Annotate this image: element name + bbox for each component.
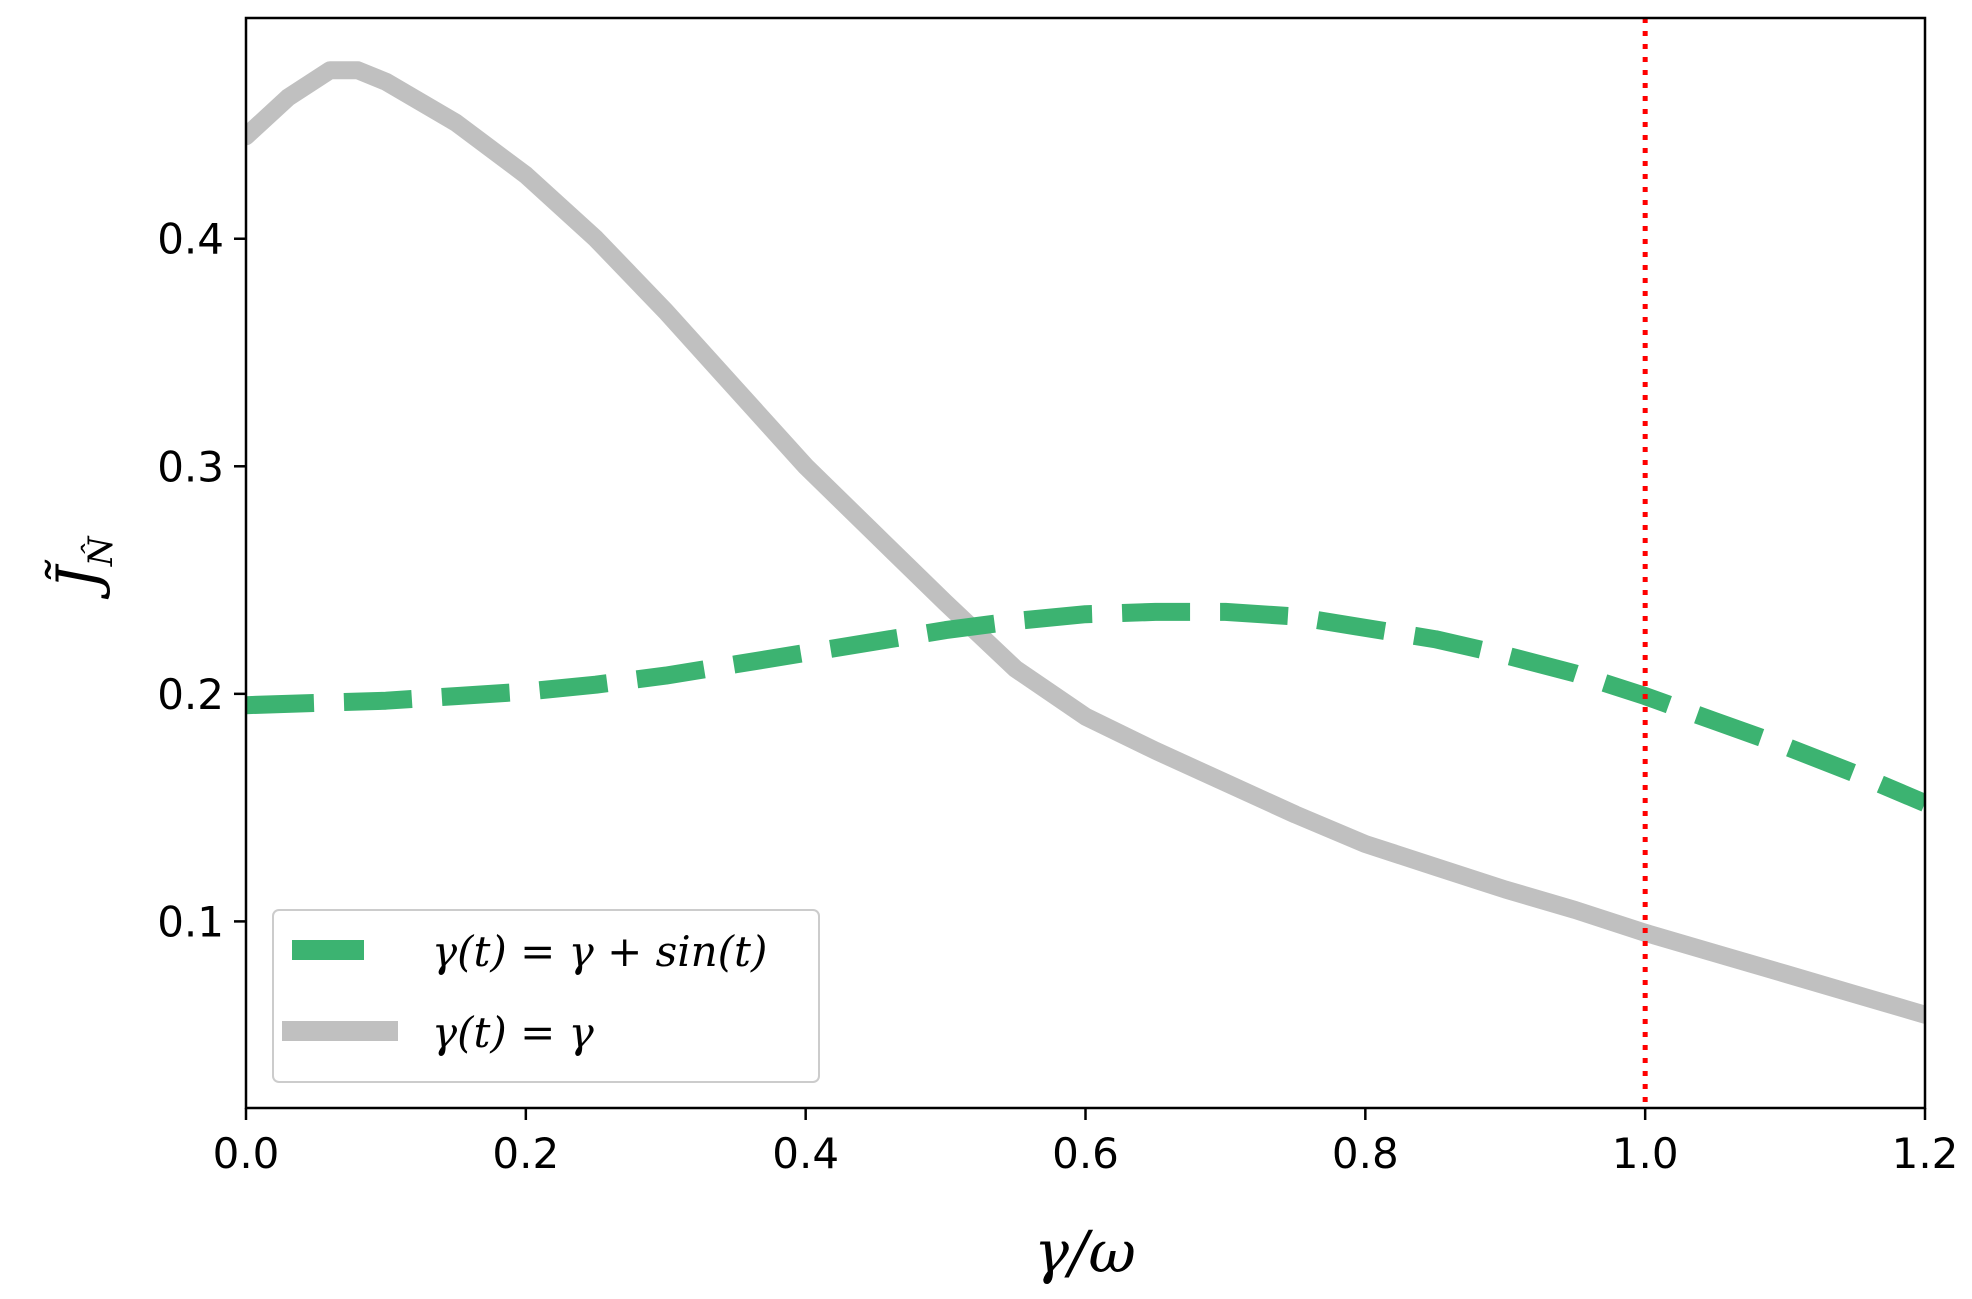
x-tick-label: 0.8 [1332, 1129, 1399, 1178]
x-tick-label: 0.2 [492, 1129, 559, 1178]
x-tick-label: 0.4 [772, 1129, 839, 1178]
legend-label-dashed: γ(t) = γ + sin(t) [432, 927, 767, 976]
legend-label-solid: γ(t) = γ [432, 1008, 595, 1057]
y-tick-label: 0.2 [157, 670, 224, 719]
y-tick-label: 0.1 [157, 897, 224, 946]
x-tick-label: 1.0 [1612, 1129, 1679, 1178]
series-line-solid [246, 61, 1925, 1024]
y-axis-label-subscript: N̂ [80, 535, 121, 567]
x-axis-ticks: 0.0 0.2 0.4 0.6 0.8 1.0 1.2 [213, 1108, 1959, 1178]
legend: γ(t) = γ + sin(t) γ(t) = γ [272, 909, 820, 1083]
svg-text:J̃N̂: J̃N̂ [43, 535, 121, 599]
y-tick-label: 0.4 [157, 215, 224, 264]
legend-box [272, 909, 820, 1083]
x-tick-label: 1.2 [1892, 1129, 1959, 1178]
y-axis-ticks: 0.1 0.2 0.3 0.4 [157, 215, 246, 946]
x-axis-label: γ/ω [1034, 1218, 1136, 1286]
y-axis-label: J̃N̂ [43, 535, 121, 599]
plot-area [246, 61, 1925, 1024]
x-tick-label: 0.0 [213, 1129, 280, 1178]
x-tick-label: 0.6 [1052, 1129, 1119, 1178]
y-tick-label: 0.3 [157, 442, 224, 491]
